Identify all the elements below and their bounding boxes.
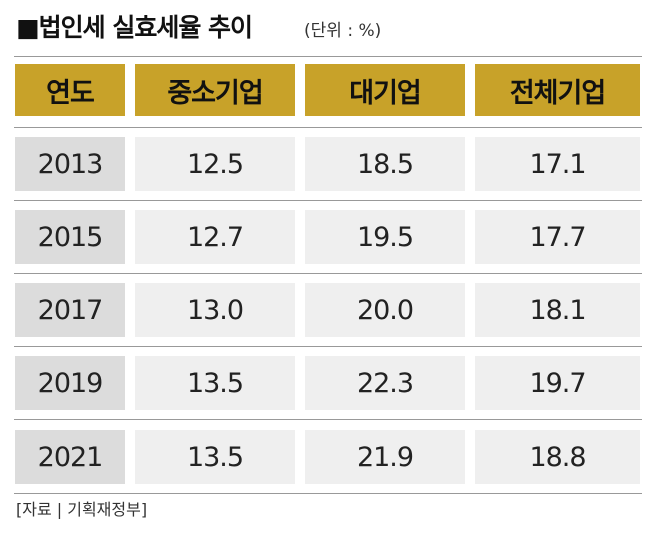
value-cell: 17.1 [475, 137, 640, 191]
source: [자료 | 기획재정부] [16, 500, 148, 519]
year-cell: 2019 [15, 356, 125, 410]
value-cell: 20.0 [305, 283, 465, 337]
divider [14, 127, 642, 128]
divider [14, 56, 642, 57]
divider [14, 200, 642, 201]
column-header: 중소기업 [135, 64, 295, 116]
title: ■법인세 실효세율 추이 [16, 13, 253, 42]
value-cell: 13.5 [135, 430, 295, 484]
column-header: 연도 [15, 64, 125, 116]
year-cell: 2021 [15, 430, 125, 484]
column-header: 전체기업 [475, 64, 640, 116]
value-cell: 18.5 [305, 137, 465, 191]
value-cell: 19.5 [305, 210, 465, 264]
value-cell: 21.9 [305, 430, 465, 484]
value-cell: 22.3 [305, 356, 465, 410]
divider [14, 419, 642, 420]
value-cell: 13.0 [135, 283, 295, 337]
column-header: 대기업 [305, 64, 465, 116]
value-cell: 18.8 [475, 430, 640, 484]
value-cell: 13.5 [135, 356, 295, 410]
year-cell: 2013 [15, 137, 125, 191]
unit-note: (단위 : %) [304, 21, 382, 41]
year-cell: 2017 [15, 283, 125, 337]
year-cell: 2015 [15, 210, 125, 264]
value-cell: 17.7 [475, 210, 640, 264]
value-cell: 19.7 [475, 356, 640, 410]
value-cell: 12.5 [135, 137, 295, 191]
divider [14, 493, 642, 494]
value-cell: 18.1 [475, 283, 640, 337]
divider [14, 346, 642, 347]
value-cell: 12.7 [135, 210, 295, 264]
divider [14, 273, 642, 274]
